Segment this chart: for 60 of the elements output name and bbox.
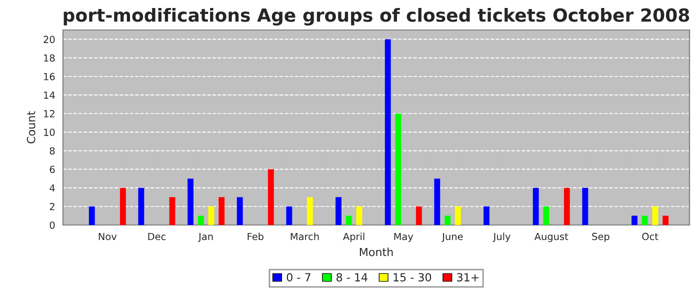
bar: [88, 206, 95, 225]
x-tick-label: Oct: [642, 232, 658, 240]
y-tick-label: 20: [44, 36, 55, 44]
bar: [564, 188, 570, 225]
bar: [286, 206, 292, 225]
legend-label: 8 - 14: [336, 273, 368, 282]
x-tick-label: August: [534, 232, 568, 242]
bar: [454, 206, 461, 225]
bar: [218, 197, 225, 225]
bar: [384, 39, 391, 225]
bar: [346, 216, 352, 225]
bar: [434, 178, 440, 225]
x-tick-label: April: [343, 232, 364, 242]
legend-label: 15 - 30: [394, 273, 432, 282]
bar: [444, 216, 450, 225]
y-tick-label: 10: [44, 128, 55, 136]
bar: [356, 206, 362, 225]
x-tick-label: Sep: [592, 232, 610, 242]
y-tick-label: 0: [50, 221, 55, 229]
y-tick-label: 16: [44, 72, 55, 80]
bar: [652, 206, 658, 225]
x-tick-label: June: [442, 232, 463, 242]
y-tick-label: 14: [44, 92, 55, 99]
x-tick-label: Dec: [148, 232, 166, 240]
x-tick-label: Nov: [98, 232, 117, 240]
legend-label: 31+: [457, 273, 479, 282]
x-tick-label: Feb: [248, 232, 264, 240]
bar: [120, 188, 126, 225]
bar: [169, 197, 176, 225]
y-tick-label: 4: [50, 184, 55, 192]
bar: [543, 206, 550, 225]
bar: [208, 206, 214, 225]
y-tick-label: 6: [50, 166, 55, 174]
x-tick-label: July: [492, 232, 510, 242]
y-tick-label: 12: [44, 110, 54, 118]
x-tick-label: March: [290, 232, 319, 240]
bar: [198, 216, 204, 225]
bar: [632, 216, 638, 225]
bar: [306, 197, 313, 225]
bar: [236, 197, 243, 225]
x-axis-title: Month: [360, 248, 393, 256]
bar: [138, 188, 144, 225]
bar: [662, 216, 669, 225]
bar: [395, 114, 402, 225]
bar: [532, 188, 539, 225]
x-tick-label: May: [394, 232, 414, 242]
chart-title: port-modifications Age groups of closed tickets October 2008: [64, 8, 690, 26]
bar: [336, 197, 342, 225]
legend-label: 0 - 7: [286, 273, 310, 282]
x-tick-label: Jan: [198, 232, 213, 242]
y-tick-label: 18: [44, 54, 55, 62]
y-axis-title: Count: [26, 111, 36, 144]
bar: [268, 169, 274, 225]
bar: [484, 206, 490, 225]
bar: [582, 188, 588, 225]
bar: [416, 206, 422, 225]
bar: [188, 178, 194, 225]
y-tick-label: 8: [50, 147, 55, 155]
bar: [642, 216, 648, 225]
y-tick-label: 2: [50, 202, 54, 210]
